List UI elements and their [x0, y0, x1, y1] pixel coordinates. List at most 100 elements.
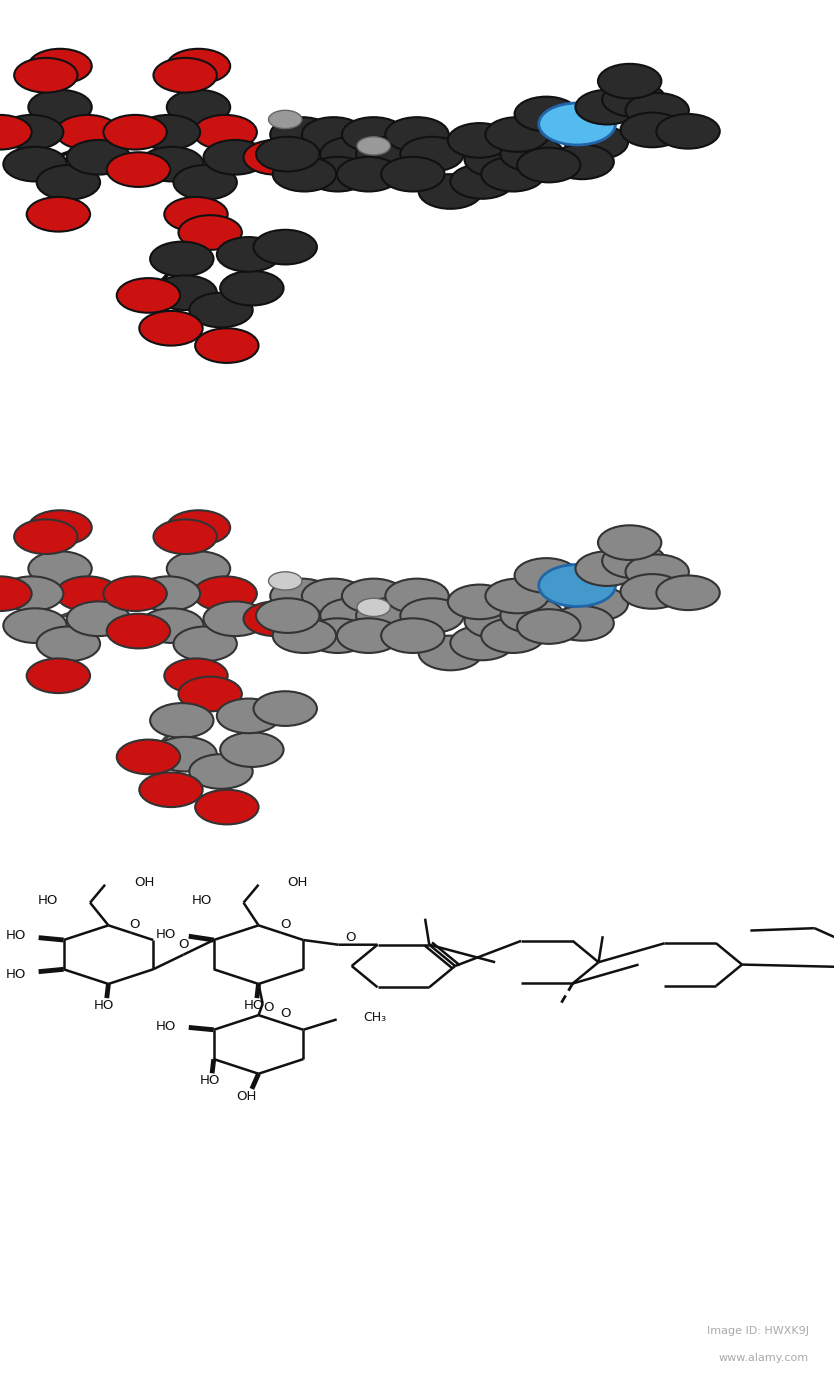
Circle shape [620, 113, 684, 147]
Text: O: O [344, 931, 355, 944]
Text: HO: HO [192, 894, 212, 906]
Circle shape [140, 147, 203, 182]
Circle shape [0, 115, 63, 150]
Circle shape [0, 115, 32, 150]
Circle shape [14, 520, 78, 555]
Circle shape [565, 587, 628, 621]
Circle shape [254, 691, 317, 726]
Circle shape [150, 242, 214, 277]
Circle shape [203, 140, 267, 175]
Text: CH₃: CH₃ [364, 1012, 386, 1024]
Circle shape [381, 619, 445, 653]
Circle shape [117, 739, 180, 774]
Circle shape [164, 659, 228, 694]
Circle shape [27, 659, 90, 694]
Circle shape [153, 520, 217, 555]
Text: OH: OH [236, 1090, 256, 1102]
Circle shape [107, 153, 170, 186]
Circle shape [448, 585, 511, 619]
Circle shape [103, 115, 167, 150]
Text: O: O [264, 1001, 274, 1015]
Circle shape [515, 559, 578, 592]
Circle shape [27, 197, 90, 232]
Circle shape [178, 215, 242, 250]
Circle shape [217, 699, 280, 733]
Circle shape [320, 136, 384, 171]
Circle shape [189, 755, 253, 790]
Circle shape [602, 543, 666, 578]
Circle shape [357, 598, 390, 617]
Circle shape [269, 110, 302, 128]
Circle shape [28, 510, 92, 545]
Circle shape [178, 677, 242, 712]
Circle shape [306, 619, 369, 653]
Text: HO: HO [244, 999, 264, 1012]
Circle shape [256, 598, 319, 632]
Circle shape [117, 278, 180, 313]
Circle shape [37, 165, 100, 200]
Circle shape [195, 328, 259, 363]
Circle shape [220, 733, 284, 767]
Circle shape [3, 147, 67, 182]
Circle shape [342, 578, 405, 613]
Circle shape [67, 140, 130, 175]
Text: www.alamy.com: www.alamy.com [719, 1354, 809, 1364]
Circle shape [28, 49, 92, 83]
Circle shape [269, 571, 302, 589]
Circle shape [28, 90, 92, 125]
Circle shape [137, 577, 200, 612]
Circle shape [550, 145, 614, 179]
Circle shape [517, 609, 580, 644]
Circle shape [598, 64, 661, 99]
Circle shape [256, 136, 319, 171]
Circle shape [244, 602, 307, 637]
Circle shape [153, 275, 217, 310]
Circle shape [139, 773, 203, 808]
Circle shape [539, 564, 615, 606]
Circle shape [450, 164, 514, 199]
Circle shape [37, 627, 100, 662]
Circle shape [465, 142, 528, 177]
Circle shape [500, 598, 564, 632]
Text: O: O [130, 917, 140, 931]
Circle shape [302, 578, 365, 613]
Circle shape [485, 117, 549, 152]
Circle shape [550, 606, 614, 641]
Circle shape [167, 90, 230, 125]
Text: OH: OH [288, 876, 308, 888]
Text: O: O [280, 917, 290, 931]
Circle shape [448, 124, 511, 157]
Circle shape [481, 619, 545, 653]
Circle shape [137, 115, 200, 150]
Circle shape [244, 140, 307, 175]
Circle shape [656, 114, 720, 149]
Circle shape [400, 136, 464, 171]
Circle shape [302, 117, 365, 152]
Circle shape [539, 103, 615, 145]
Circle shape [356, 598, 420, 632]
Circle shape [254, 229, 317, 264]
Text: OH: OH [134, 876, 154, 888]
Circle shape [173, 627, 237, 662]
Circle shape [517, 147, 580, 182]
Circle shape [419, 174, 482, 208]
Circle shape [385, 117, 449, 152]
Circle shape [485, 578, 549, 613]
Circle shape [320, 598, 384, 632]
Circle shape [465, 603, 528, 638]
Circle shape [565, 125, 628, 160]
Circle shape [140, 609, 203, 644]
Text: HO: HO [156, 1019, 176, 1033]
Circle shape [153, 58, 217, 93]
Circle shape [656, 575, 720, 610]
Text: HO: HO [6, 929, 26, 942]
Circle shape [28, 552, 92, 587]
Circle shape [356, 136, 420, 171]
Circle shape [626, 93, 689, 128]
Circle shape [167, 552, 230, 587]
Circle shape [56, 115, 119, 150]
Text: HO: HO [38, 894, 58, 906]
Circle shape [450, 626, 514, 660]
Circle shape [419, 635, 482, 670]
Text: O: O [280, 1008, 290, 1020]
